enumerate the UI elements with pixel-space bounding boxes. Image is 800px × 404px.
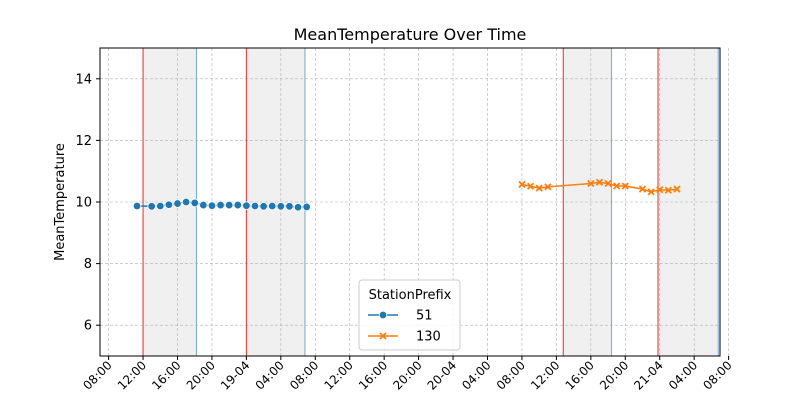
y-tick-label: 14 bbox=[75, 72, 92, 87]
data-point-51 bbox=[268, 201, 277, 211]
data-point-51 bbox=[181, 197, 191, 207]
data-point-51 bbox=[190, 198, 199, 208]
data-point-51 bbox=[276, 202, 286, 211]
data-point-130 bbox=[595, 178, 604, 186]
y-axis: 6 8 10 12 14 bbox=[75, 72, 100, 334]
data-point-51 bbox=[207, 201, 217, 210]
y-axis-label: MeanTemperature bbox=[53, 143, 68, 261]
data-point-51 bbox=[224, 200, 234, 210]
chart-title: MeanTemperature Over Time bbox=[294, 25, 527, 44]
shaded-span bbox=[658, 48, 719, 356]
data-point-130 bbox=[613, 182, 621, 190]
legend-title: StationPrefix bbox=[369, 288, 452, 303]
data-point-51 bbox=[132, 201, 142, 211]
data-point-130 bbox=[656, 186, 664, 194]
data-point-130 bbox=[544, 183, 552, 191]
y-tick-label: 8 bbox=[84, 257, 92, 272]
data-point-130 bbox=[535, 184, 543, 192]
gridlines bbox=[100, 48, 729, 356]
data-point-130 bbox=[621, 182, 629, 190]
legend-box bbox=[358, 279, 461, 351]
y-tick-label: 6 bbox=[84, 319, 92, 334]
data-point-51 bbox=[259, 202, 268, 211]
legend-marker-130 bbox=[379, 332, 387, 340]
data-point-51 bbox=[293, 203, 303, 212]
legend-label-130: 130 bbox=[416, 330, 441, 345]
data-point-130 bbox=[638, 185, 647, 193]
data-point-51 bbox=[242, 201, 251, 210]
data-point-51 bbox=[285, 202, 294, 211]
data-point-130 bbox=[673, 185, 681, 193]
series-130 bbox=[518, 178, 681, 196]
data-point-51 bbox=[147, 202, 156, 211]
data-point-130 bbox=[587, 179, 595, 188]
data-point-51 bbox=[216, 200, 225, 210]
data-point-51 bbox=[173, 199, 182, 208]
legend-label-51: 51 bbox=[416, 309, 433, 324]
data-point-51 bbox=[199, 200, 208, 210]
data-point-130 bbox=[647, 188, 655, 196]
data-point-130 bbox=[604, 179, 612, 188]
data-point-130 bbox=[518, 180, 526, 189]
data-point-51 bbox=[164, 200, 174, 209]
data-point-51 bbox=[302, 202, 311, 212]
data-point-51 bbox=[250, 201, 260, 211]
data-point-130 bbox=[526, 182, 535, 190]
data-point-130 bbox=[664, 186, 672, 194]
series-51 bbox=[132, 197, 311, 212]
y-tick-label: 10 bbox=[75, 196, 92, 211]
y-tick-label: 12 bbox=[75, 134, 92, 149]
data-point-51 bbox=[156, 201, 165, 211]
legend-marker-51 bbox=[378, 310, 388, 320]
series-layer bbox=[132, 178, 681, 212]
data-point-51 bbox=[233, 200, 242, 210]
